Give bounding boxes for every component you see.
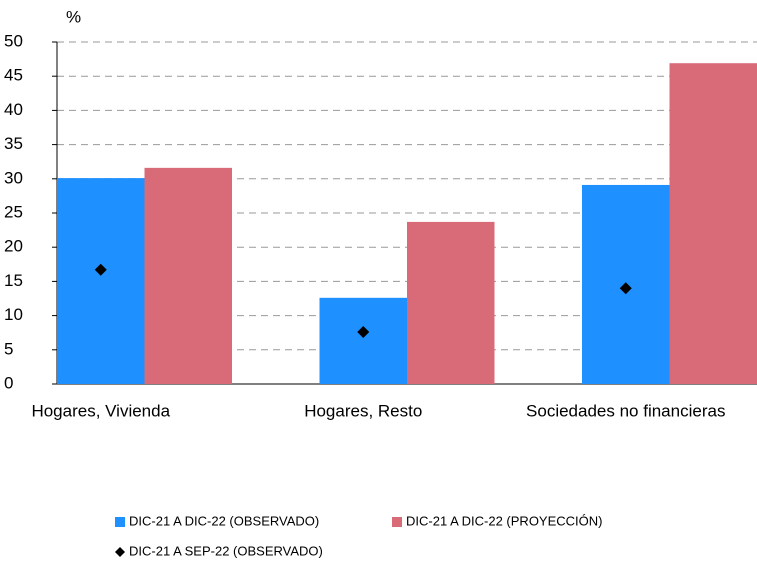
y-tick-label: 40 bbox=[4, 100, 23, 119]
y-tick-label: 20 bbox=[4, 237, 23, 256]
x-tick-label: Sociedades no financieras bbox=[526, 401, 725, 420]
legend-label: DIC-21 A DIC-22 (OBSERVADO) bbox=[129, 513, 319, 528]
y-tick-label: 10 bbox=[4, 305, 23, 324]
y-tick-label: 50 bbox=[4, 31, 23, 50]
bar bbox=[407, 222, 495, 384]
y-tick-label: 30 bbox=[4, 168, 23, 187]
bar bbox=[320, 298, 408, 384]
y-tick-label: 25 bbox=[4, 202, 23, 221]
y-tick-label: 0 bbox=[4, 373, 13, 392]
legend-swatch bbox=[115, 517, 125, 527]
y-tick-label: 35 bbox=[4, 134, 23, 153]
x-tick-label: Hogares, Resto bbox=[304, 401, 422, 420]
legend-swatch bbox=[392, 517, 402, 527]
x-tick-label: Hogares, Vivienda bbox=[31, 401, 170, 420]
bar bbox=[670, 63, 757, 384]
legend-label: DIC-21 A SEP-22 (OBSERVADO) bbox=[129, 543, 323, 558]
y-tick-label: 5 bbox=[4, 339, 13, 358]
legend-swatch bbox=[115, 547, 125, 557]
y-tick-label: 15 bbox=[4, 271, 23, 290]
bar bbox=[145, 168, 233, 384]
legend-label: DIC-21 A DIC-22 (PROYECCIÓN) bbox=[406, 513, 603, 528]
y-tick-label: 45 bbox=[4, 66, 23, 85]
bar bbox=[57, 178, 145, 384]
unit-label: % bbox=[66, 7, 81, 26]
